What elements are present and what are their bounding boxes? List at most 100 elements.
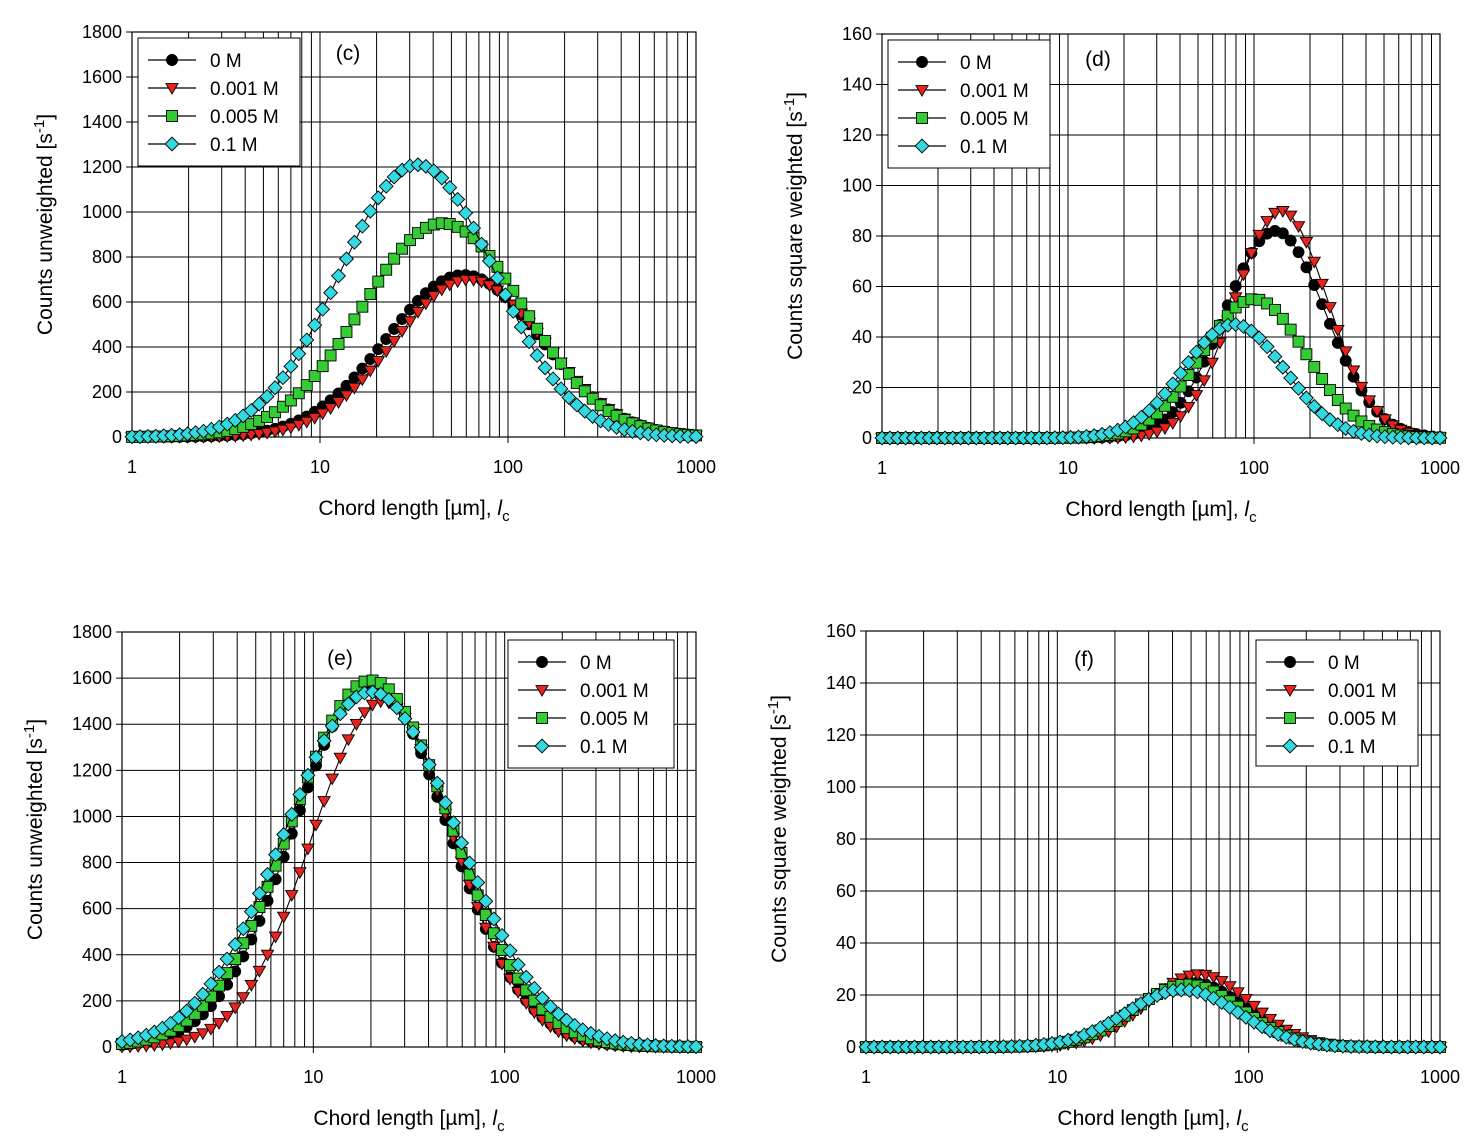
legend-marker [915,85,929,97]
legend-marker [1284,712,1296,724]
data-point [268,931,283,944]
data-point [1307,256,1322,269]
y-axis-label-text: Counts unweighted [s [24,738,47,940]
data-point [292,786,308,802]
data-point [179,1034,194,1047]
data-point [346,234,362,250]
data-point [1205,357,1219,370]
data-point [561,389,577,405]
data-point [362,203,378,219]
y-tick-label: 0 [846,1037,856,1057]
series-0.1-m [124,157,704,445]
data-point [562,367,575,380]
data-point [309,819,323,832]
legend-label: 0.1 M [1328,737,1376,758]
data-point [370,190,386,206]
data-point [1306,398,1322,414]
data-point [187,1031,202,1044]
data-point [315,408,330,421]
legend-label: 0.001 M [210,79,279,100]
x-tick-label: 10 [1047,1067,1067,1087]
data-point [481,253,497,269]
data-point [537,360,553,376]
legend-box [137,37,301,167]
x-axis-label-subscript: c [497,1118,505,1135]
data-point [521,334,537,350]
data-point [291,419,306,432]
data-point [316,360,329,373]
data-point [331,397,346,409]
y-axis-label-text: Counts square weighted [s [768,714,791,963]
data-point [578,385,591,398]
data-point [445,815,461,831]
data-point [529,347,545,363]
x-axis-label-text: Chord length [µm], [1057,1107,1236,1130]
data-point [421,757,437,773]
y-tick-label: 120 [826,725,856,745]
x-axis-label-symbol: l [1244,498,1250,521]
data-point [1300,261,1313,274]
data-point [332,338,345,350]
data-point [268,847,284,863]
y-tick-label: 400 [82,945,112,965]
data-point [260,949,275,962]
data-point [196,1028,210,1041]
data-point [1276,227,1289,240]
data-point [276,911,291,924]
legend: 0 M 0.001 M 0.005 M 0.1 M [137,37,301,167]
data-point [252,428,266,441]
legend-marker [166,110,178,122]
data-point [1165,418,1180,430]
data-point [203,976,219,992]
y-axis-label: Counts unweighted [s-1] [31,114,57,335]
data-point [1276,312,1289,325]
data-point [341,734,356,747]
data-point [300,767,316,783]
legend-label: 0.1 M [210,135,258,156]
data-point [429,775,445,791]
data-point [474,236,490,252]
data-point [388,252,401,265]
legend-marker [164,136,180,152]
data-point [462,855,478,871]
data-point [450,276,465,289]
legend-label: 0.005 M [1328,709,1397,730]
legend-marker [1284,656,1296,668]
panel-label: (d) [1085,48,1111,71]
data-point [1196,335,1212,351]
data-point [419,298,433,311]
data-point [268,426,282,439]
data-point [323,403,338,415]
data-point [526,980,542,996]
legend-label: 0 M [210,51,242,72]
y-tick-label: 1600 [82,67,122,87]
plot-frame [121,631,697,1048]
data-point [171,1036,186,1049]
x-axis-label-subscript: c [502,508,510,525]
data-point [1157,386,1173,402]
y-tick-label: 80 [836,829,856,849]
y-tick-label: 800 [82,853,112,873]
data-point [363,365,378,378]
data-point [260,866,276,882]
data-point [243,904,259,920]
data-point [1180,355,1197,371]
data-point [539,335,552,347]
x-axis-label: Chord length [µm], lc [1057,1107,1249,1135]
data-point [236,992,251,1005]
data-point [227,937,243,953]
y-tick-label: 0 [112,427,122,447]
legend-marker [534,738,550,754]
y-axis-label-text: Counts square weighted [s [784,111,807,360]
data-point [434,170,450,186]
data-point [372,275,385,288]
y-tick-label: 1400 [72,714,112,734]
data-point [1141,403,1157,419]
y-tick-label: 160 [842,24,872,44]
data-point [442,180,458,196]
data-point [1323,302,1337,314]
y-tick-label: 600 [92,292,122,312]
data-point [688,429,704,445]
data-point [333,752,348,765]
